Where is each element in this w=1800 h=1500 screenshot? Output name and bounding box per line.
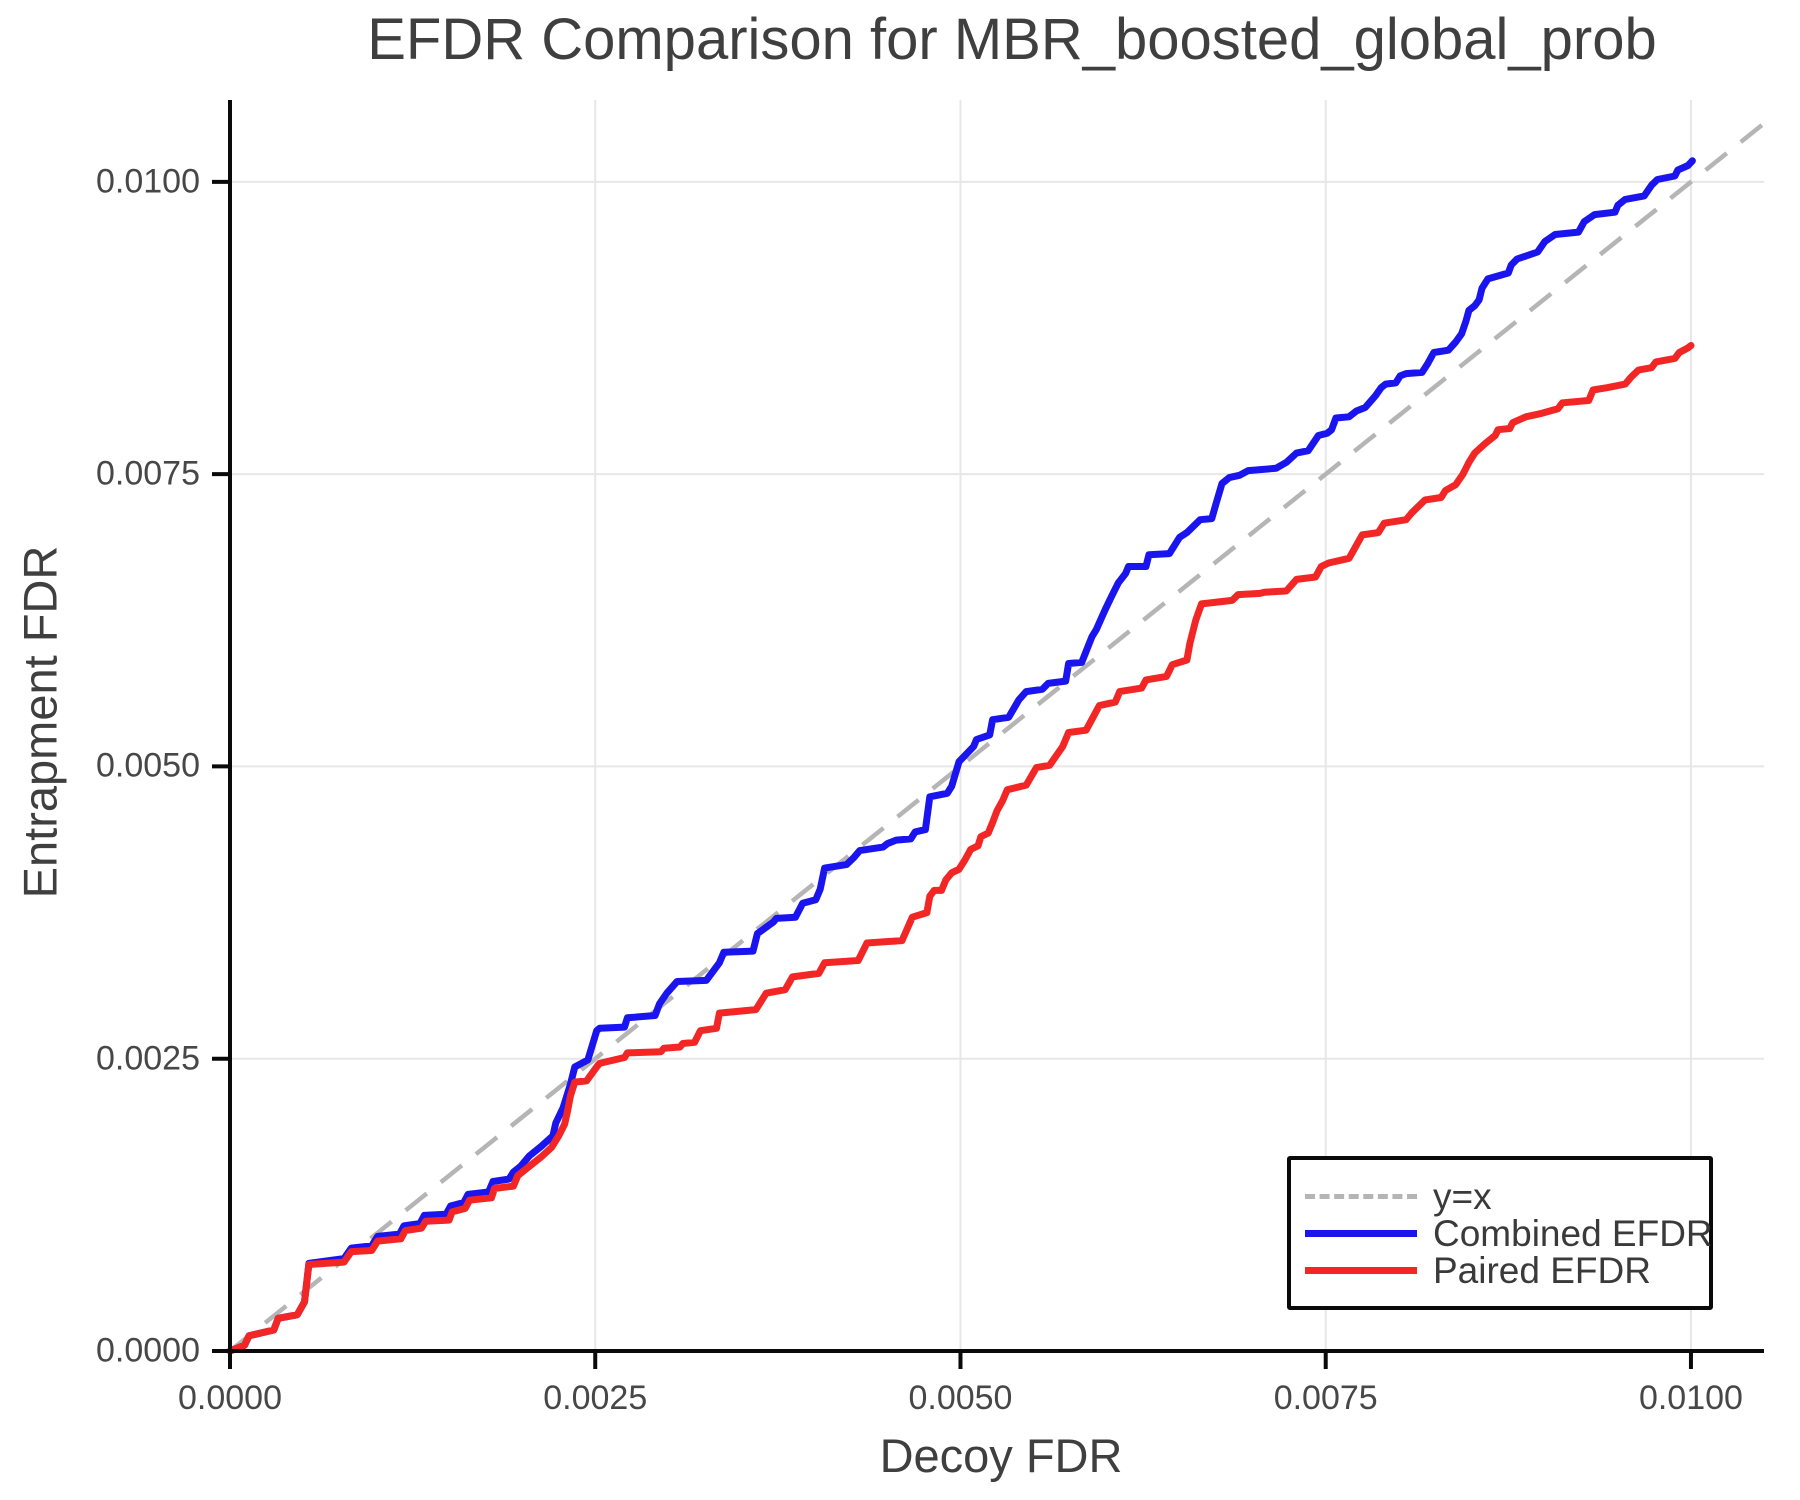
- y-tick-label: 0.0075: [96, 454, 200, 493]
- red-line-sample-icon: [1305, 1266, 1417, 1274]
- legend-row-paired: Paired EFDR: [1305, 1252, 1709, 1289]
- legend-box: y=x Combined EFDR Paired EFDR: [1287, 1156, 1713, 1310]
- dashed-line-sample-icon: [1305, 1193, 1417, 1199]
- y-tick-label: 0.0000: [96, 1331, 200, 1370]
- x-tick-label: 0.0050: [908, 1379, 1013, 1417]
- legend-label-yx: y=x: [1433, 1175, 1492, 1217]
- x-tick-label: 0.0000: [178, 1379, 282, 1417]
- legend-label-combined: Combined EFDR: [1433, 1212, 1713, 1254]
- y-tick-label: 0.0050: [96, 746, 200, 785]
- y-tick-label: 0.0100: [96, 162, 200, 201]
- x-axis-label: Decoy FDR: [879, 1429, 1123, 1482]
- series-line-paired-efdr: [226, 342, 1695, 1355]
- series-line-combined-efdr: [226, 157, 1696, 1355]
- x-tick-label: 0.0100: [1638, 1379, 1743, 1417]
- y-tick-label: 0.0025: [96, 1039, 200, 1078]
- legend-row-combined: Combined EFDR: [1305, 1215, 1713, 1252]
- blue-line-sample-icon: [1305, 1229, 1417, 1237]
- y-axis-label: Entrapment FDR: [13, 545, 67, 899]
- legend-label-paired: Paired EFDR: [1433, 1249, 1651, 1291]
- x-tick-label: 0.0025: [543, 1379, 648, 1417]
- chart-title: EFDR Comparison for MBR_boosted_global_p…: [367, 7, 1657, 72]
- legend-row-yx: y=x: [1305, 1178, 1709, 1215]
- x-tick-label: 0.0075: [1273, 1379, 1378, 1417]
- identity-line: [228, 121, 1766, 1353]
